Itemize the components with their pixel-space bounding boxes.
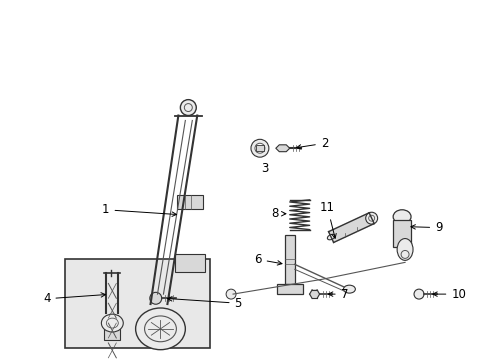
Circle shape xyxy=(225,289,236,299)
Text: 8: 8 xyxy=(270,207,285,220)
Text: 4: 4 xyxy=(43,292,105,305)
Circle shape xyxy=(254,143,264,153)
Circle shape xyxy=(149,292,162,304)
Text: 5: 5 xyxy=(167,297,242,310)
Ellipse shape xyxy=(326,234,334,240)
Text: 7: 7 xyxy=(328,288,347,301)
Bar xyxy=(104,328,120,340)
Bar xyxy=(276,284,302,294)
Polygon shape xyxy=(275,145,289,152)
Text: 2: 2 xyxy=(296,137,327,150)
Ellipse shape xyxy=(101,314,123,332)
Text: 6: 6 xyxy=(254,253,282,266)
Ellipse shape xyxy=(135,308,185,350)
Text: 3: 3 xyxy=(261,162,268,175)
Ellipse shape xyxy=(392,210,410,224)
Polygon shape xyxy=(309,290,319,298)
Bar xyxy=(64,258,210,348)
Bar xyxy=(392,220,410,247)
Circle shape xyxy=(250,139,268,157)
Text: 10: 10 xyxy=(432,288,465,301)
Text: 11: 11 xyxy=(319,201,336,238)
Polygon shape xyxy=(328,213,373,243)
Circle shape xyxy=(365,212,377,224)
Text: 1: 1 xyxy=(102,203,176,216)
Circle shape xyxy=(180,100,196,116)
Ellipse shape xyxy=(396,239,412,260)
Text: 9: 9 xyxy=(410,221,442,234)
Circle shape xyxy=(413,289,423,299)
Bar xyxy=(175,255,205,272)
Bar xyxy=(284,235,294,284)
Bar xyxy=(177,195,203,209)
Ellipse shape xyxy=(343,285,355,293)
Bar xyxy=(255,145,264,151)
